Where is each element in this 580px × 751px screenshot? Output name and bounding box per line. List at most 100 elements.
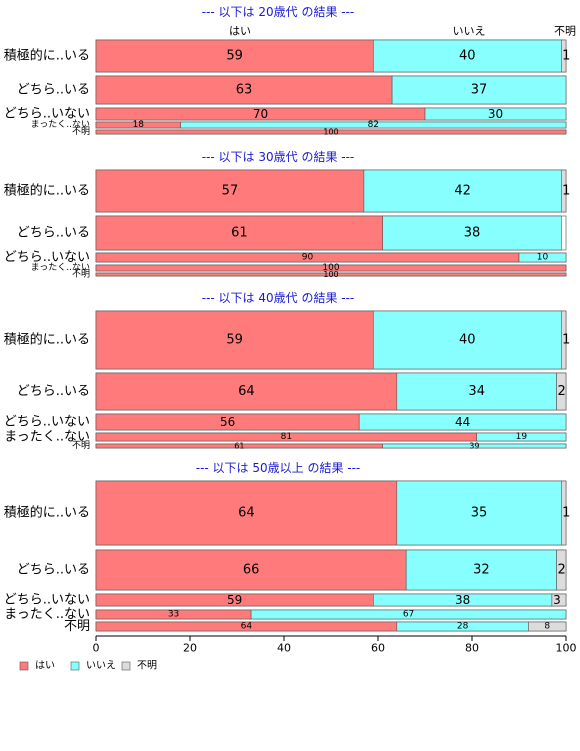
bar-segment[interactable] — [382, 443, 567, 449]
data-label: 44 — [455, 415, 470, 429]
bar-segment[interactable] — [95, 215, 384, 251]
data-label: 100 — [323, 128, 338, 137]
data-label: 67 — [403, 610, 414, 620]
bar-segment[interactable] — [396, 480, 562, 546]
x-tick-label: 60 — [371, 642, 385, 655]
row-label: 不明 — [64, 619, 90, 634]
bar-segment[interactable] — [391, 75, 567, 105]
data-label: 42 — [454, 184, 471, 199]
bar-segment[interactable] — [363, 169, 562, 213]
bar-segment[interactable] — [250, 609, 567, 620]
data-label: 66 — [243, 563, 260, 578]
legend-swatch — [121, 661, 131, 671]
data-label: 82 — [368, 120, 379, 130]
data-label: 10 — [537, 253, 549, 263]
bar-segment[interactable] — [372, 39, 562, 73]
bar-segment[interactable] — [556, 372, 567, 411]
data-label: 70 — [253, 107, 268, 121]
bar-segment[interactable] — [556, 549, 567, 591]
bar-segment[interactable] — [95, 272, 567, 277]
data-label: 1 — [562, 333, 570, 348]
row-label: 積極的に..いる — [4, 48, 90, 64]
row-label: 積極的に..いる — [4, 332, 90, 348]
bar-segment[interactable] — [95, 75, 393, 105]
row-label: 積極的に..いる — [4, 183, 90, 199]
data-label: 3 — [553, 593, 561, 607]
data-label: 61 — [234, 442, 244, 451]
row-label: まったく..ない — [4, 430, 90, 445]
data-label: 64 — [238, 384, 255, 399]
group-title: --- 以下は 40歳代 の結果 --- — [202, 291, 355, 305]
data-label: 34 — [468, 384, 485, 399]
legend-swatch — [70, 661, 80, 671]
data-label: 64 — [241, 622, 253, 632]
column-header-label: はい — [229, 25, 251, 38]
bar-segment[interactable] — [528, 621, 567, 632]
bar-segment[interactable] — [560, 310, 567, 370]
row-label: まったく..ない — [4, 607, 90, 622]
data-label: 59 — [226, 333, 243, 348]
row-label: まったく..ない — [31, 119, 90, 130]
bar-segment[interactable] — [560, 39, 567, 73]
bar-segment[interactable] — [95, 169, 365, 213]
data-label: 8 — [544, 622, 550, 632]
data-label: 39 — [469, 442, 479, 451]
bar-segment[interactable] — [95, 480, 398, 546]
legend-label: 不明 — [137, 660, 157, 672]
bar-segment[interactable] — [396, 372, 557, 411]
row-label: どちら..いない — [4, 107, 90, 122]
data-label: 81 — [281, 432, 292, 442]
column-header-label: いいえ — [453, 25, 486, 38]
bar-segment[interactable] — [518, 252, 567, 263]
row-label: どちら..いる — [17, 563, 90, 578]
row-label: どちら..いない — [4, 250, 90, 265]
row-label: どちら..いる — [17, 226, 90, 241]
x-tick-label: 40 — [277, 642, 291, 655]
data-label: 18 — [133, 120, 145, 130]
bar-segment[interactable] — [358, 413, 567, 431]
bar-segment[interactable] — [95, 39, 374, 73]
bar-segment[interactable] — [476, 432, 567, 442]
x-tick-label: 80 — [465, 642, 479, 655]
data-label: 1 — [562, 184, 570, 199]
data-label: 28 — [457, 622, 469, 632]
row-label: どちら..いる — [17, 83, 90, 98]
group-title: --- 以下は 20歳代 の結果 --- — [202, 5, 355, 19]
bar-segment[interactable] — [405, 549, 557, 591]
bar-segment[interactable] — [95, 264, 567, 272]
row-label: 積極的に..いる — [4, 505, 90, 521]
data-label: 40 — [459, 333, 476, 348]
row-label: 不明 — [72, 269, 90, 280]
data-label: 19 — [516, 432, 528, 442]
data-label: 56 — [220, 415, 235, 429]
row-label: 不明 — [72, 440, 90, 451]
data-label: 2 — [557, 384, 565, 399]
bar-segment[interactable] — [372, 310, 562, 370]
row-label: どちら..いない — [4, 593, 90, 608]
data-label: 32 — [473, 563, 490, 578]
bar-segment[interactable] — [382, 215, 562, 251]
data-label: 40 — [459, 49, 476, 64]
bar-segment[interactable] — [180, 121, 567, 129]
data-label: 37 — [471, 83, 488, 98]
bar-segment[interactable] — [560, 480, 567, 546]
data-label: 64 — [238, 506, 255, 521]
bar-segment[interactable] — [560, 169, 567, 213]
group-title: --- 以下は 50歳以上 の結果 --- — [196, 461, 361, 475]
bar-segment[interactable] — [95, 372, 398, 411]
data-label: 1 — [562, 506, 570, 521]
data-label: 38 — [455, 593, 470, 607]
bar-segment[interactable] — [95, 310, 374, 370]
data-label: 30 — [488, 107, 503, 121]
bar-segment[interactable] — [424, 107, 567, 121]
row-label: まったく..ない — [31, 262, 90, 273]
bar-segment[interactable] — [95, 129, 567, 135]
x-tick-label: 0 — [93, 642, 100, 655]
data-label: 38 — [464, 226, 481, 241]
bar-segment[interactable] — [551, 593, 567, 607]
legend-label: いいえ — [86, 660, 116, 672]
row-label: 不明 — [72, 126, 90, 137]
row-label: どちら..いない — [4, 415, 90, 430]
